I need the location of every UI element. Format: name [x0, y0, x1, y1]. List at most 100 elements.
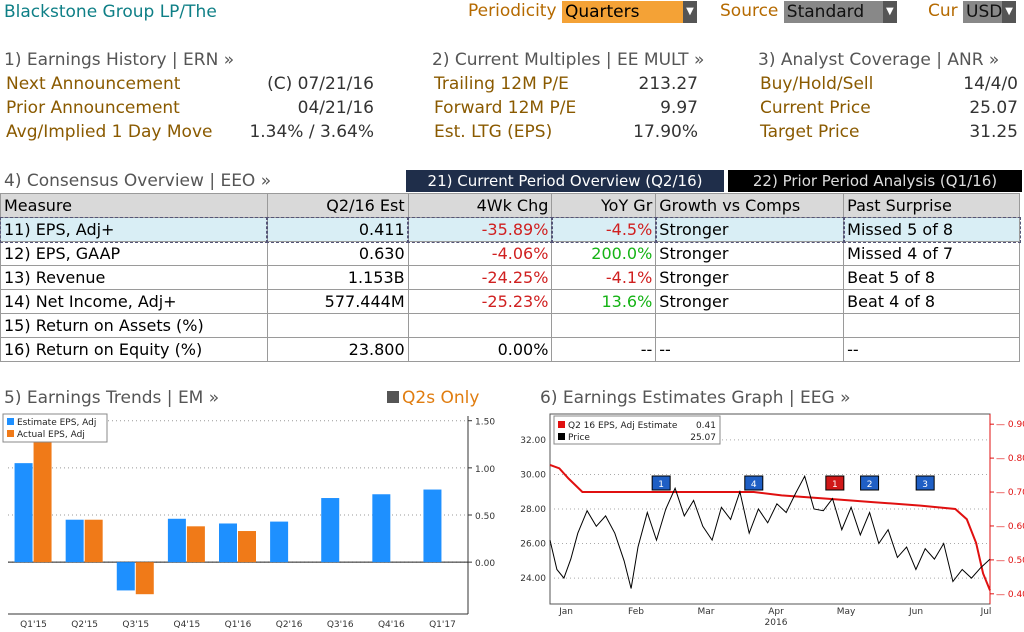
table-row[interactable]: 15) Return on Assets (%) [0, 313, 1020, 338]
q2s-only-label: Q2s Only [402, 388, 480, 408]
left-tick-label: 30.00 [520, 470, 546, 480]
estimate-cell: 1.153B [266, 265, 409, 290]
comps-cell: -- [655, 337, 845, 362]
x-tick-label: Q2'15 [71, 620, 98, 630]
earnings-estimates-graph-link[interactable]: 6) Earnings Estimates Graph | EEG » [540, 388, 851, 408]
column-header[interactable]: Measure [0, 193, 268, 218]
ern-value: (C) 07/21/16 [267, 74, 374, 94]
x-tick-label: Q3'15 [122, 620, 149, 630]
periodicity-select[interactable]: Quarters [561, 1, 683, 23]
table-row[interactable]: 16) Return on Equity (%) 23.800 0.00% --… [0, 337, 1020, 362]
column-header[interactable]: Past Surprise [843, 193, 1020, 218]
currency-select[interactable]: USD [963, 1, 1002, 23]
ern-value: 1.34% / 3.64% [249, 122, 374, 142]
legend-value: 0.41 [696, 421, 716, 431]
column-header[interactable]: Growth vs Comps [655, 193, 845, 218]
x-tick-label: Mar [698, 607, 715, 617]
anr-value: 14/4/0 [963, 74, 1018, 94]
table-row[interactable]: 12) EPS, GAAP 0.630 -4.06% 200.0% Strong… [0, 241, 1020, 266]
comps-cell: Stronger [655, 265, 845, 290]
currency-dropdown-icon[interactable]: ▼ [1002, 1, 1017, 23]
q2s-only-toggle[interactable]: Q2s Only [387, 388, 479, 408]
left-tick-label: 28.00 [520, 505, 546, 515]
measure-cell[interactable]: 13) Revenue [0, 265, 268, 290]
checkbox-icon[interactable] [387, 391, 399, 403]
source-dropdown-icon[interactable]: ▼ [882, 1, 897, 23]
column-header[interactable]: 4Wk Chg [407, 193, 553, 218]
estimate-cell: 23.800 [266, 337, 409, 362]
left-tick-label: 26.00 [520, 540, 546, 550]
tab-current-period[interactable]: 21) Current Period Overview (Q2/16) [406, 170, 724, 192]
legend-box [2, 413, 108, 443]
right-tick-label: — 0.60 [996, 522, 1024, 532]
measure-cell[interactable]: 14) Net Income, Adj+ [0, 289, 268, 314]
yoy-cell: 200.0% [551, 241, 657, 266]
ern-label: Next Announcement [6, 74, 181, 94]
right-tick-label: — 0.70 [996, 488, 1024, 498]
bar [167, 518, 186, 563]
tab-prior-period[interactable]: 22) Prior Period Analysis (Q1/16) [728, 170, 1022, 192]
table-row[interactable]: 13) Revenue 1.153B -24.25% -4.1% Stronge… [0, 265, 1020, 290]
consensus-table: Measure Q2/16 Est 4Wk Chg YoY Gr Growth … [0, 193, 1021, 362]
ern-label: Avg/Implied 1 Day Move [6, 122, 213, 142]
periodicity-dropdown-icon[interactable]: ▼ [682, 1, 697, 23]
current-multiples-link[interactable]: 2) Current Multiples | EE MULT » [432, 50, 705, 70]
legend-swatch [558, 433, 565, 440]
change-cell [407, 313, 553, 338]
event-marker-label: 1 [658, 480, 664, 490]
x-tick-label: Q4'15 [174, 620, 201, 630]
measure-cell[interactable]: 16) Return on Equity (%) [0, 337, 268, 362]
event-marker [825, 475, 845, 491]
legend-label: Price [568, 433, 590, 443]
x-tick-label: Q4'16 [378, 620, 405, 630]
earnings-history-panel: Next Announcement (C) 07/21/16 Prior Anno… [6, 74, 374, 146]
bar [33, 417, 52, 563]
column-header[interactable]: YoY Gr [551, 193, 657, 218]
x-tick-label: Q1'16 [225, 620, 252, 630]
earnings-trends-chart: 1.50 1.00 0.50 0.00 Q1'15 Q2'15 Q3'15 Q4'15 Q1'1… [2, 413, 495, 630]
estimate-cell [266, 313, 409, 338]
measure-cell[interactable]: 11) EPS, Adj+ [0, 216, 269, 243]
event-marker [915, 475, 935, 491]
bar [135, 562, 154, 595]
x-tick-label: Jan [558, 607, 573, 617]
bar [372, 494, 391, 563]
x-tick-label: Jul [980, 607, 992, 617]
source-select[interactable]: Standard [783, 1, 883, 23]
x-tick-label: Apr [768, 607, 784, 617]
surprise-cell [843, 313, 1020, 338]
table-row[interactable]: 11) EPS, Adj+ 0.411 -35.89% -4.5% Strong… [0, 216, 1021, 243]
analyst-coverage-link[interactable]: 3) Analyst Coverage | ANR » [758, 50, 1000, 70]
legend-swatch [558, 421, 565, 428]
surprise-cell: Beat 5 of 8 [843, 265, 1020, 290]
comps-cell: Stronger [654, 216, 845, 243]
x-tick-label: Q2'16 [276, 620, 303, 630]
surprise-cell: Missed 5 of 8 [842, 216, 1021, 243]
x-tick-label: Q3'16 [327, 620, 354, 630]
earnings-trends-link[interactable]: 5) Earnings Trends | EM » [4, 388, 220, 408]
series-line [549, 474, 991, 589]
surprise-cell: Missed 4 of 7 [843, 241, 1020, 266]
consensus-overview-link[interactable]: 4) Consensus Overview | EEO » [4, 171, 272, 191]
source-label: Source [720, 1, 779, 21]
table-row[interactable]: 14) Net Income, Adj+ 577.444M -25.23% 13… [0, 289, 1020, 314]
measure-cell[interactable]: 12) EPS, GAAP [0, 241, 268, 266]
ern-value: 04/21/16 [297, 98, 374, 118]
yoy-cell: 13.6% [551, 289, 657, 314]
x-tick-label: Jun [908, 607, 923, 617]
periodicity-label: Periodicity [468, 1, 557, 21]
currency-label: Cur [928, 1, 958, 21]
event-marker [744, 475, 764, 491]
right-tick-label: — 0.80 [996, 454, 1024, 464]
column-header[interactable]: Q2/16 Est [266, 193, 409, 218]
estimate-cell: 0.630 [266, 241, 409, 266]
series-line [549, 463, 991, 591]
table-header-row: Measure Q2/16 Est 4Wk Chg YoY Gr Growth … [0, 193, 1020, 218]
bar [84, 519, 103, 563]
estimate-cell: 577.444M [266, 289, 409, 314]
comps-cell: Stronger [655, 289, 845, 314]
event-marker-label: 4 [751, 480, 757, 490]
measure-cell[interactable]: 15) Return on Assets (%) [0, 313, 268, 338]
current-multiples-panel: Trailing 12M P/E 213.27 Forward 12M P/E 9.… [434, 74, 698, 146]
earnings-history-link[interactable]: 1) Earnings History | ERN » [4, 50, 235, 70]
